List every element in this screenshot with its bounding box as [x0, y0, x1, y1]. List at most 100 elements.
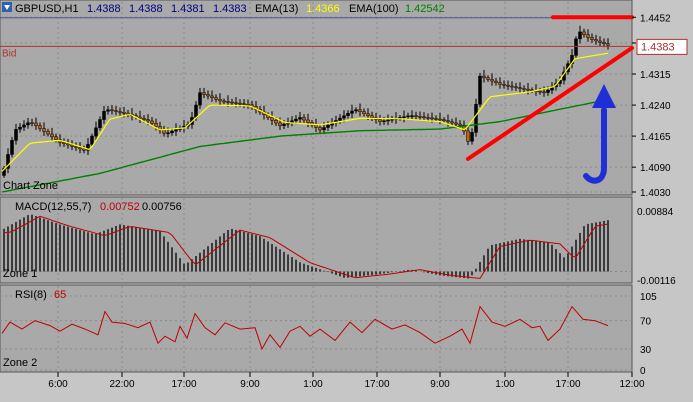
bar-body [522, 88, 526, 90]
bar-body [358, 109, 362, 112]
bar-body [546, 89, 550, 93]
bar-body [118, 111, 122, 113]
price-tick-label: 1.4452 [640, 13, 671, 24]
bar-body [582, 31, 586, 35]
bar-body [442, 119, 446, 121]
price-bars [2, 25, 610, 178]
bar-body [70, 144, 74, 147]
bar-body [142, 118, 146, 120]
bar-body [238, 102, 242, 105]
bar-body [38, 125, 42, 129]
bar-body [138, 116, 142, 119]
rsi-panel[interactable] [0, 284, 633, 373]
bar-body [578, 31, 582, 40]
bar-body [166, 132, 170, 135]
bar-body [50, 133, 54, 138]
bar-body [290, 120, 294, 123]
bar-body [362, 111, 366, 114]
bar-body [518, 87, 522, 89]
trendline-support[interactable] [466, 45, 634, 161]
bar-body [294, 118, 298, 122]
bar-body [354, 109, 358, 112]
bar-body [410, 115, 414, 117]
bar-body [382, 120, 386, 123]
bar-body [490, 79, 494, 82]
bar-body [106, 109, 110, 112]
bar-body [246, 103, 250, 106]
bar-body [602, 42, 606, 45]
bar-body [298, 117, 302, 120]
bar-body [510, 85, 514, 88]
bar-body [458, 123, 462, 126]
bar-body [282, 123, 286, 127]
bar-body [2, 168, 6, 176]
bar-body [370, 115, 374, 118]
bar-body [494, 80, 498, 83]
bar-body [606, 43, 610, 46]
bar-body [82, 148, 86, 151]
bar-body [162, 129, 166, 134]
bar-body [198, 92, 202, 106]
time-tick-label: 17:00 [171, 379, 196, 390]
bar-body [90, 135, 94, 145]
low-value: 1.4381 [171, 3, 205, 15]
bar-body [406, 115, 410, 118]
bar-body [30, 122, 34, 124]
bar-body [346, 113, 350, 116]
bar-body [390, 118, 394, 121]
price-tick-label: 1.4030 [640, 188, 671, 199]
bar-body [466, 130, 470, 142]
bar-body [318, 127, 322, 131]
time-tick-label: 9:00 [430, 379, 450, 390]
bar-body [86, 144, 90, 151]
bar-body [598, 40, 602, 43]
bar-body [218, 99, 222, 102]
macd-header: MACD(12,55,7) 0.00752 0.00756 [15, 201, 182, 213]
bar-body [194, 104, 198, 118]
bar-body [422, 116, 426, 119]
ema100-label: EMA(100) [349, 3, 399, 15]
bar-body [54, 136, 58, 140]
bar-body [574, 38, 578, 56]
rsi-level-label: 0 [640, 366, 646, 377]
bar-body [154, 123, 158, 127]
bar-body [478, 75, 482, 105]
price-tick-label: 1.4240 [640, 101, 671, 112]
bar-body [26, 122, 30, 126]
bar-body [482, 75, 486, 78]
bar-body [454, 122, 458, 125]
symbol-label: GBPUSD,H1 [15, 3, 79, 15]
bar-body [230, 101, 234, 104]
bid-price-tag: 1.4383 [636, 38, 688, 55]
bar-body [446, 120, 450, 123]
rsi-header: RSI(8) 65 [15, 289, 66, 301]
rsi-axis: 105 70 30 0 [640, 292, 657, 377]
bar-body [302, 117, 306, 121]
bar-body [338, 117, 342, 121]
bar-body [34, 122, 38, 127]
bar-body [78, 147, 82, 150]
bar-body [502, 84, 506, 86]
bar-body [438, 118, 442, 121]
bar-body [98, 119, 102, 129]
ema100-line [1, 98, 609, 193]
bar-body [150, 120, 154, 124]
bar-body [210, 95, 214, 98]
bar-body [222, 100, 226, 103]
bid-label: Bid [2, 48, 16, 59]
time-tick-label: 22:00 [109, 379, 134, 390]
open-value: 1.4388 [87, 3, 121, 15]
bar-body [46, 131, 50, 135]
zone1-label: Zone 1 [3, 268, 37, 280]
bar-body [110, 109, 114, 112]
bar-body [206, 94, 210, 97]
bar-body [146, 119, 150, 122]
bar-body [526, 88, 530, 91]
rsi-line [1, 305, 609, 351]
bar-body [426, 117, 430, 119]
main-chart-panel[interactable] [0, 0, 633, 196]
bar-body [170, 130, 174, 134]
bar-body [74, 146, 78, 148]
bar-body [402, 116, 406, 118]
